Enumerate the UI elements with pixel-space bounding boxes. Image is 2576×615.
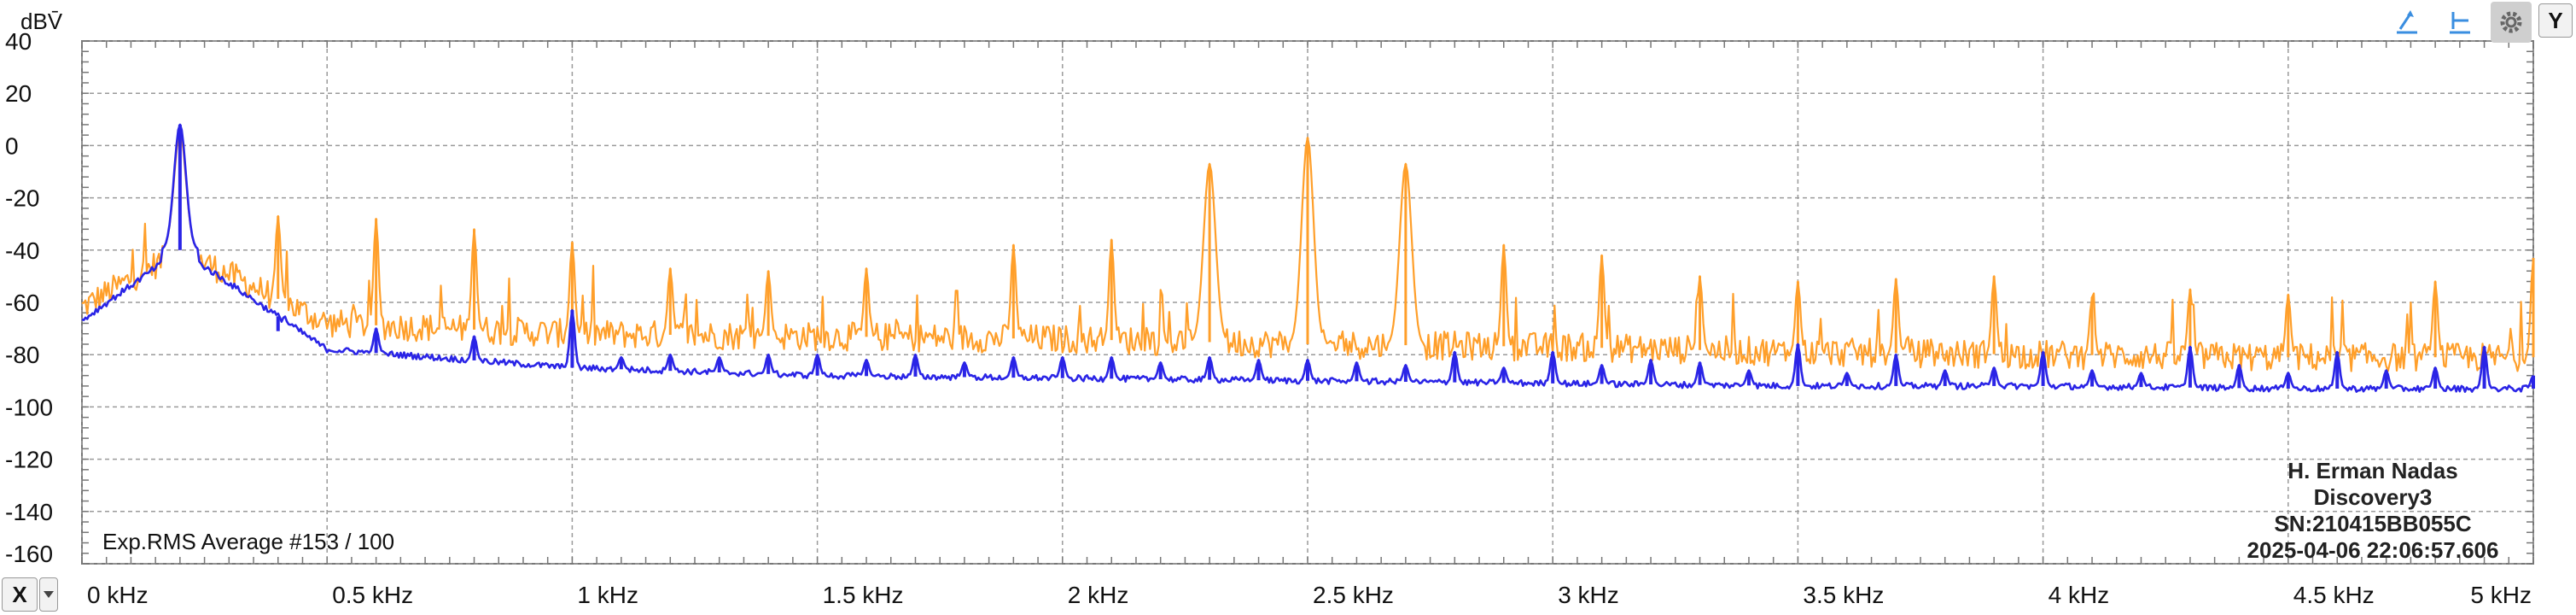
y-tick-label: -80 bbox=[5, 342, 39, 368]
x-axis-tick-labels: 0 kHz 0.5 kHz 1 kHz 1.5 kHz 2 kHz 2.5 kHz 3 kH… bbox=[87, 582, 2532, 608]
y-tick-label: -160 bbox=[5, 541, 53, 567]
x-tick-label: 2.5 kHz bbox=[1313, 582, 1394, 608]
baseline-tool-button[interactable] bbox=[2439, 2, 2480, 43]
y-axis-tick-labels: 40 20 0 -20 -40 -60 -80 -100 -120 -140 -160 bbox=[5, 28, 53, 567]
serial-number-label: SN:210415BB055C bbox=[2274, 511, 2471, 536]
baseline-marker-icon bbox=[2450, 12, 2470, 34]
chevron-down-icon bbox=[44, 591, 54, 598]
y-tick-label: -60 bbox=[5, 290, 39, 316]
author-label: H. Erman Nadas bbox=[2288, 458, 2457, 483]
y-tick-label: 40 bbox=[5, 28, 32, 55]
settings-tool-button[interactable] bbox=[2491, 2, 2532, 43]
series-line-1 bbox=[81, 123, 2535, 393]
x-tick-label: 0.5 kHz bbox=[332, 582, 413, 608]
timestamp-label: 2025-04-06 22:06:57.606 bbox=[2247, 537, 2499, 563]
series-layer bbox=[81, 123, 2535, 393]
y-tick-label: -140 bbox=[5, 499, 53, 525]
x-axis-button[interactable]: X bbox=[2, 577, 38, 612]
y-tick-label: -100 bbox=[5, 394, 53, 420]
x-tick-label: 4.5 kHz bbox=[2293, 582, 2375, 608]
y-tick-label: -20 bbox=[5, 185, 39, 212]
x-tick-label: 0 kHz bbox=[87, 582, 149, 608]
x-tick-label: 3.5 kHz bbox=[1803, 582, 1884, 608]
cursor-marker-icon bbox=[2397, 10, 2417, 34]
y-tick-label: 20 bbox=[5, 80, 32, 107]
averaging-label: Exp.RMS Average #153 / 100 bbox=[102, 529, 394, 554]
x-tick-label: 1.5 kHz bbox=[823, 582, 904, 608]
x-tick-label: 3 kHz bbox=[1558, 582, 1619, 608]
y-unit-label: dBV̄ bbox=[20, 9, 63, 34]
x-axis-dropdown-button[interactable] bbox=[39, 577, 58, 612]
x-tick-label: 4 kHz bbox=[2049, 582, 2110, 608]
x-tick-label: 5 kHz bbox=[2470, 582, 2532, 608]
y-tick-label: -40 bbox=[5, 237, 39, 264]
series-line-0 bbox=[81, 132, 2535, 372]
y-tick-label: -120 bbox=[5, 447, 53, 473]
y-tick-label: 0 bbox=[5, 132, 19, 159]
gear-icon bbox=[2500, 11, 2522, 33]
cursor-tool-button[interactable] bbox=[2387, 2, 2427, 43]
device-model-label: Discovery3 bbox=[2314, 484, 2433, 510]
x-tick-label: 2 kHz bbox=[1068, 582, 1129, 608]
y-axis-button[interactable]: Y bbox=[2538, 3, 2573, 38]
x-tick-label: 1 kHz bbox=[577, 582, 638, 608]
minor-ticks bbox=[81, 40, 2534, 565]
